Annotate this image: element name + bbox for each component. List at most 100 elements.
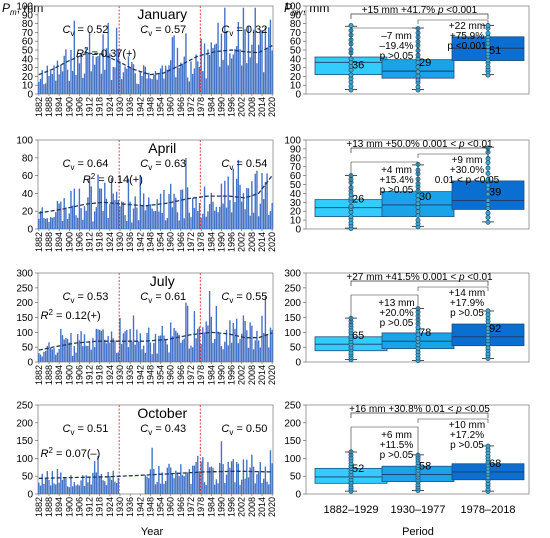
precip-bar	[257, 471, 260, 494]
precip-bar	[75, 74, 77, 94]
y-tick-label: 0	[295, 490, 301, 501]
precip-bar	[112, 193, 114, 229]
precip-bar	[93, 347, 96, 362]
precip-bar	[242, 193, 245, 229]
data-point	[348, 72, 354, 78]
x-tick-label: 1978	[196, 97, 206, 117]
precip-bar	[256, 330, 258, 362]
x-tick-label: 1990	[216, 497, 226, 517]
precip-bar	[104, 182, 106, 229]
data-point	[415, 209, 421, 215]
precip-bar	[242, 315, 245, 362]
precip-bar	[244, 209, 246, 229]
precip-bar	[235, 318, 238, 362]
precip-bar	[46, 218, 48, 229]
precip-bar	[48, 342, 50, 362]
data-point	[415, 69, 421, 75]
precip-bar	[97, 456, 99, 494]
precip-bar	[185, 302, 187, 362]
precip-bar	[70, 475, 72, 494]
precip-bar	[119, 61, 121, 94]
y-tick-label: 90	[22, 10, 34, 21]
precip-bar	[183, 218, 185, 229]
y-tick-label: 100	[284, 136, 301, 147]
precip-bar	[259, 462, 262, 494]
precip-bar	[80, 53, 82, 94]
precip-bar	[266, 173, 268, 229]
y-tick-label: 150	[16, 313, 33, 324]
precip-bar	[213, 210, 216, 229]
precip-bar	[249, 215, 251, 229]
precip-bar	[171, 473, 174, 494]
precip-bar	[176, 47, 179, 94]
precip-bar	[208, 204, 211, 229]
precip-bar	[163, 78, 165, 94]
x-tick-label: 1948	[145, 497, 155, 517]
precip-bar	[149, 342, 152, 362]
precip-bar	[185, 158, 187, 229]
precip-bar	[241, 479, 243, 494]
precip-bar	[44, 478, 47, 494]
precip-bar	[129, 67, 131, 94]
precip-bar	[151, 208, 153, 229]
precip-bar	[126, 220, 128, 229]
x-tick-label: 1888	[44, 97, 54, 117]
y-tick-label: 150	[284, 436, 301, 447]
precip-bar	[66, 486, 69, 494]
precip-bar	[87, 197, 89, 229]
precip-bar	[197, 455, 199, 494]
precip-bar	[183, 476, 185, 494]
precip-bar	[239, 338, 241, 362]
x-tick-label: 1900	[64, 365, 74, 385]
precip-bar	[164, 481, 167, 494]
overall-bracket	[350, 412, 489, 418]
x-tick-label: 1918	[95, 232, 105, 252]
precip-bar	[44, 83, 47, 94]
precip-bar	[232, 54, 234, 94]
precip-bar	[153, 343, 155, 362]
cv-label: Cv = 0.51	[63, 423, 109, 437]
precip-bar	[153, 74, 155, 94]
precip-bar	[85, 48, 87, 94]
y-tick-label: 30	[22, 63, 34, 74]
precip-bar	[112, 470, 114, 494]
precip-bar	[269, 19, 272, 94]
precip-bar	[68, 487, 70, 494]
precip-bar	[186, 472, 189, 494]
precip-bar	[109, 204, 111, 229]
precip-bar	[259, 203, 262, 229]
precip-bar	[261, 173, 263, 229]
x-tick-label: 1966	[176, 97, 186, 117]
x-tick-label: 2014	[257, 497, 267, 517]
cv-label: Cv = 0.55	[221, 291, 267, 305]
precip-bar	[97, 174, 99, 229]
precip-bar	[247, 188, 250, 229]
precip-bar	[168, 193, 170, 229]
y-tick-label: 60	[290, 171, 302, 182]
r-squared-label: R2 = 0.07(–)	[41, 446, 101, 460]
x-tick-label: 1936	[125, 232, 135, 252]
pair-right-annotation: +30.0%	[450, 165, 484, 176]
y-tick-label: 0	[27, 358, 33, 369]
precip-bar	[120, 343, 123, 362]
data-point	[485, 165, 491, 171]
precip-bar	[39, 354, 42, 362]
precip-bar	[198, 202, 201, 229]
y-tick-label: 100	[284, 2, 301, 13]
precip-bar	[161, 212, 163, 229]
data-point	[485, 219, 491, 225]
x-tick-label: 2008	[247, 232, 257, 252]
precip-bar	[154, 333, 157, 362]
x-tick-label: 1960	[166, 97, 176, 117]
precip-bar	[170, 322, 172, 362]
precip-bar	[60, 65, 62, 94]
x-tick-label: 1882	[34, 365, 44, 385]
y-tick-label: 10	[290, 216, 302, 227]
y-tick-label: 300	[284, 269, 301, 280]
precip-bar	[97, 55, 99, 94]
precip-bar	[107, 217, 109, 229]
y-tick-label: 20	[22, 207, 34, 218]
y-tick-label: 80	[290, 153, 302, 164]
pair-left-annotation: +20.0%	[379, 308, 413, 319]
